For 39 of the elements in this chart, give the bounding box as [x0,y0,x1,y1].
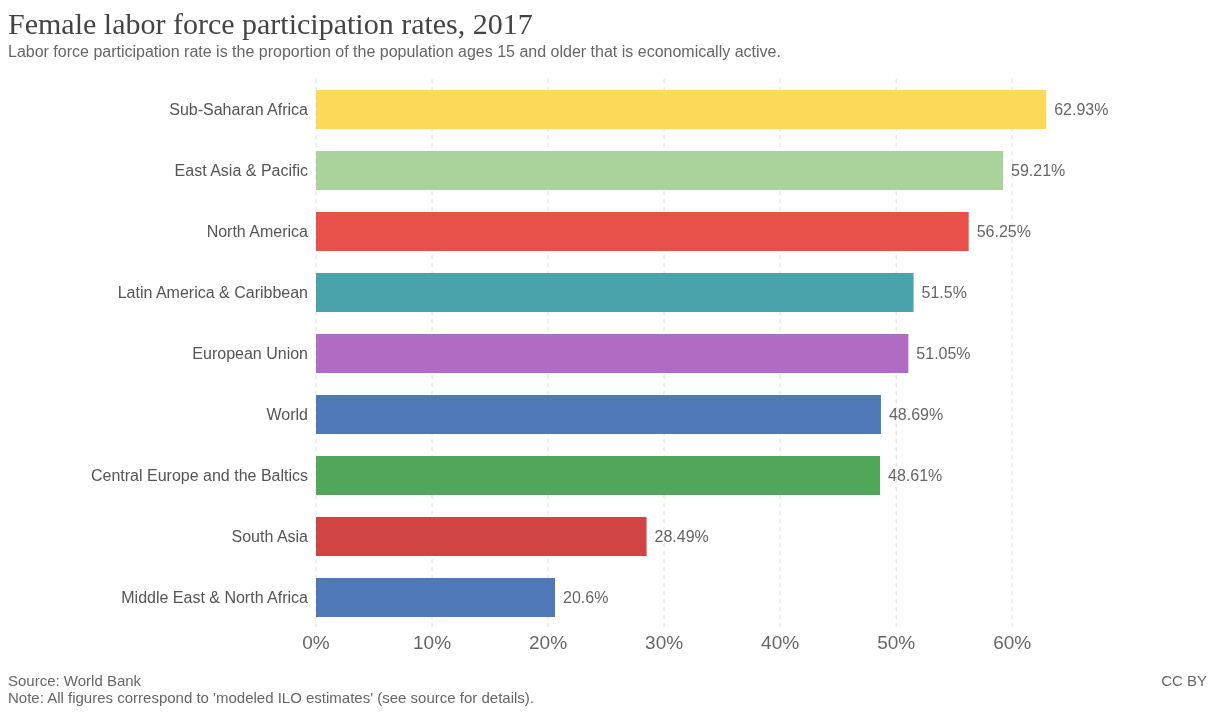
text: Note: All figures correspond to 'modeled ILO estimates' (see source for details). [8,689,535,706]
bar [316,577,556,617]
x-tick-label: 40% [761,632,800,654]
bar [316,150,1004,190]
x-tick-label: 0% [302,632,330,654]
data-label: 51.05% [916,345,971,363]
data-label: 51.5% [921,284,967,302]
y-tick-label: European Union [192,345,308,363]
chart-title: Female labor force participation rates, 2017 [8,6,534,42]
y-tick-label: Latin America & Caribbean [117,284,308,302]
y-tick-label: Sub-Saharan Africa [169,101,309,119]
bar [316,394,881,434]
x-tick-label: 20% [529,632,568,654]
bar [316,89,1047,129]
y-tick-label: East Asia & Pacific [174,162,308,180]
x-tick-label: 60% [993,632,1032,654]
y-tick-label: North America [206,223,309,241]
text: CC BY [1161,672,1207,689]
bar [316,333,909,373]
data-label: 28.49% [654,528,709,546]
data-label: 20.6% [563,589,609,607]
bar [316,272,914,312]
y-tick-label: South Asia [231,528,309,546]
y-tick-label: Middle East & North Africa [121,589,309,607]
bar [316,516,647,556]
data-label: 56.25% [976,223,1031,241]
chart-subtitle: Labor force participation rate is the proportion of the population ages 15 and older that is economically active. [8,42,782,62]
data-label: 62.93% [1054,101,1109,119]
x-tick-label: 30% [645,632,684,654]
x-tick-label: 50% [877,632,916,654]
bar [316,455,881,495]
data-label: 59.21% [1011,162,1066,180]
data-label: 48.69% [888,406,944,424]
x-tick-label: 10% [413,632,452,654]
y-tick-label: Central Europe and the Baltics [90,467,308,485]
bar [316,211,969,251]
source-note: Source: World Bank [8,672,142,689]
data-label: 48.61% [888,467,943,485]
y-tick-label: World [266,406,308,424]
